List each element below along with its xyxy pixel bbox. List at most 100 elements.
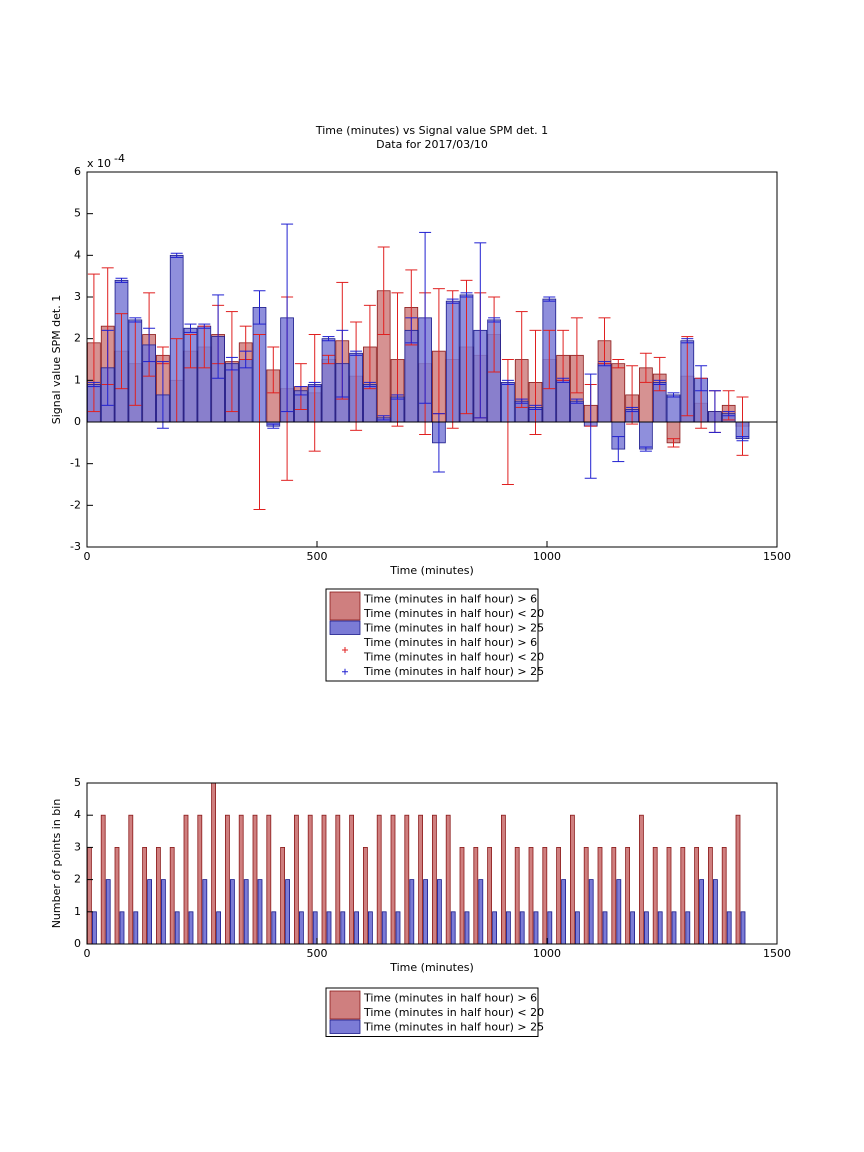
bar: [271, 911, 277, 945]
bar: [473, 847, 479, 945]
error-bar: [570, 398, 583, 404]
bar: [652, 847, 658, 945]
y-tick-label: 1: [74, 373, 81, 386]
error-bar: [612, 436, 625, 463]
bar: [450, 911, 456, 945]
error-bar: [736, 396, 749, 456]
bar: [211, 782, 217, 945]
bar: [431, 814, 437, 945]
legend-swatch: [329, 990, 361, 1020]
legend-label: Time (minutes in half hour) > 25: [363, 621, 544, 634]
error-bar: [460, 279, 473, 415]
bar: [395, 911, 401, 945]
bar: [533, 911, 539, 945]
legend-label: Time (minutes in half hour) > 6 Time (min…: [363, 991, 544, 1019]
bar: [575, 911, 580, 945]
error-bar: [543, 329, 556, 390]
error-bar: [115, 313, 128, 390]
y-tick-label: -2: [70, 498, 81, 511]
y-tick-label: 4: [74, 248, 81, 261]
error-bar: [598, 361, 611, 367]
x-axis-label: Time (minutes): [389, 564, 474, 577]
y-tick-label: 2: [74, 332, 81, 345]
bar: [169, 847, 175, 945]
bar: [100, 814, 106, 945]
bar: [735, 814, 741, 945]
legend-swatch: [329, 1019, 361, 1034]
bar: [238, 814, 244, 945]
bar: [514, 847, 520, 945]
x-tick-label: 1500: [763, 947, 791, 960]
bar: [293, 814, 299, 945]
bar: [602, 911, 608, 945]
bar: [363, 384, 377, 423]
bar: [570, 814, 575, 945]
bar: [680, 847, 686, 945]
x-tick-label: 1000: [533, 947, 561, 960]
error-bar: [474, 242, 487, 419]
bar: [611, 363, 626, 423]
bar: [685, 911, 691, 945]
error-bar: [363, 304, 376, 390]
bar: [644, 911, 649, 945]
error-bar: [639, 446, 652, 452]
bar: [505, 911, 511, 945]
bar: [326, 911, 332, 945]
bar: [487, 847, 493, 945]
bar: [133, 911, 139, 945]
legend-box: [325, 987, 539, 1037]
bar: [639, 814, 644, 945]
error-bar: [446, 298, 459, 304]
error-bar: [736, 436, 749, 442]
bar: [726, 911, 732, 945]
y-tick-label: -1: [70, 457, 81, 470]
error-bar: [377, 246, 390, 335]
bar: [381, 911, 387, 945]
bar: [570, 400, 584, 423]
error-bar: [557, 377, 570, 383]
y-tick-label: 1: [74, 905, 81, 918]
bar: [321, 338, 336, 423]
error-bar: [446, 290, 459, 429]
error-bar: [529, 329, 542, 435]
error-bar: [184, 323, 197, 333]
y-tick-label: 6: [74, 165, 81, 178]
y-tick-label: 0: [74, 937, 81, 950]
error-bar: [515, 311, 528, 408]
bar: [597, 363, 612, 423]
error-bar: [239, 350, 252, 369]
bar: [340, 911, 346, 945]
error-bar: [419, 231, 432, 404]
axes-box: [86, 171, 778, 548]
bar: [354, 911, 360, 945]
bar: [280, 847, 286, 945]
bar: [423, 879, 429, 945]
error-bar: [87, 273, 100, 413]
error-bar: [377, 415, 390, 421]
bar: [243, 879, 249, 945]
bar: [699, 879, 704, 945]
bar: [376, 814, 382, 945]
bar: [238, 359, 253, 423]
legend-swatch: [329, 620, 361, 635]
bar: [500, 814, 506, 945]
bar: [229, 879, 235, 945]
bar: [625, 847, 630, 945]
bar: [216, 911, 222, 945]
y-tick-label: 3: [74, 290, 81, 303]
error-bar: [515, 398, 528, 404]
bar: [147, 879, 153, 945]
error-bar: [626, 365, 639, 425]
bar: [464, 911, 470, 945]
x-tick-label: 500: [307, 550, 328, 563]
error-bar: [143, 327, 156, 363]
bar: [188, 911, 194, 945]
error-bar: [460, 292, 473, 298]
bar: [583, 847, 589, 945]
bar: [404, 814, 410, 945]
bar: [556, 379, 570, 423]
y-tick-label: -3: [70, 540, 81, 553]
bar: [409, 879, 415, 945]
bar: [611, 847, 617, 945]
error-bar: [129, 317, 142, 323]
